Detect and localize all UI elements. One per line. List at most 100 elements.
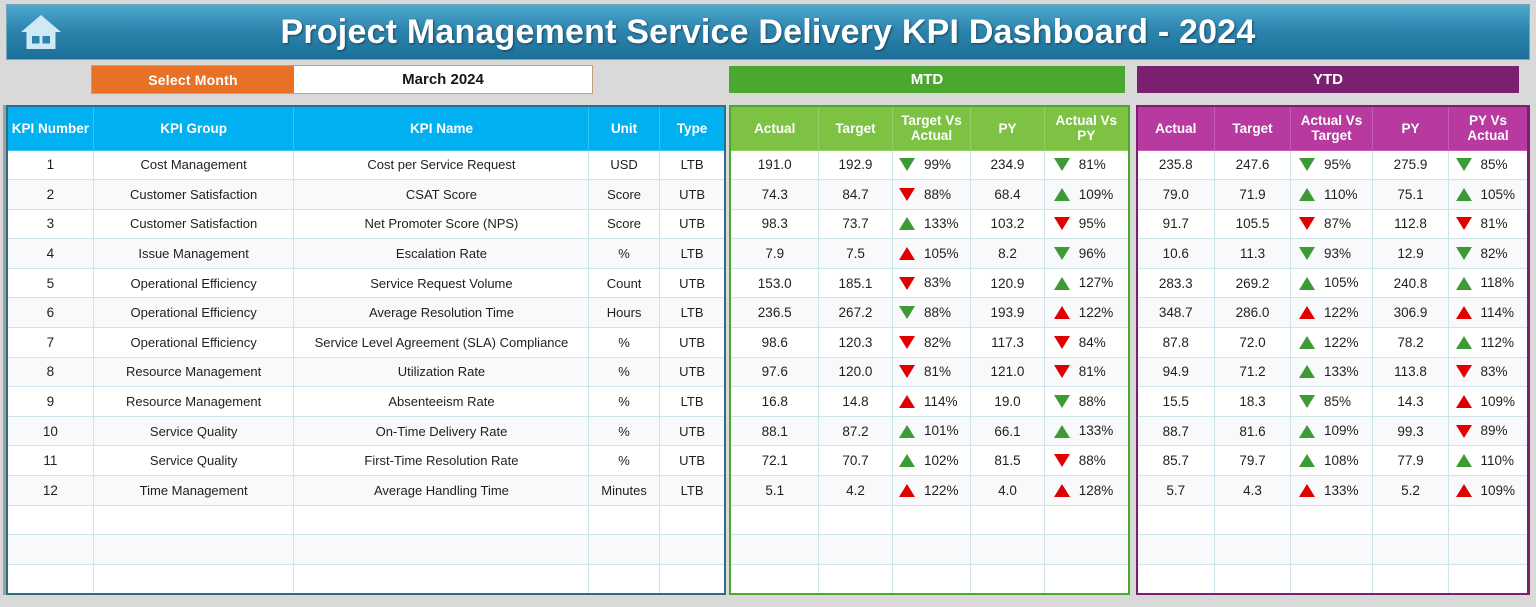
table-row[interactable]: 191.0 192.9 99% 234.9 81% bbox=[729, 149, 1130, 181]
table-row[interactable]: 94.9 71.2 133% 113.8 83% bbox=[1136, 356, 1529, 388]
empty-cell bbox=[729, 534, 819, 565]
table-row[interactable]: 3 Customer Satisfaction Net Promoter Score… bbox=[6, 208, 726, 240]
mtd-col-5[interactable]: Actual Vs PY bbox=[1043, 105, 1130, 151]
mtd-actual: 16.8 bbox=[729, 386, 819, 417]
table-row[interactable]: 72.1 70.7 102% 81.5 88% bbox=[729, 445, 1130, 477]
mtd-target-vs-actual: 114% bbox=[891, 386, 971, 417]
kpi-name: Absenteeism Rate bbox=[293, 386, 590, 417]
empty-cell bbox=[969, 563, 1045, 595]
table-row[interactable]: 2 Customer Satisfaction CSAT Score Score UTB bbox=[6, 179, 726, 210]
percent-value: 133% bbox=[1324, 364, 1359, 380]
table-row[interactable]: 236.5 267.2 88% 193.9 122% bbox=[729, 297, 1130, 329]
ytd-py-vs-actual: 118% bbox=[1448, 267, 1529, 299]
table-row[interactable]: 153.0 185.1 83% 120.9 127% bbox=[729, 267, 1130, 299]
trend-up-icon bbox=[1299, 187, 1315, 201]
ytd-actual: 79.0 bbox=[1136, 179, 1215, 210]
trend-down-icon bbox=[1455, 365, 1472, 379]
table-row[interactable]: 85.7 79.7 108% 77.9 110% bbox=[1136, 445, 1529, 477]
table-row[interactable]: 98.3 73.7 133% 103.2 95% bbox=[729, 208, 1130, 240]
table-row[interactable]: 7.9 7.5 105% 8.2 96% bbox=[729, 238, 1130, 269]
home-icon[interactable] bbox=[17, 10, 65, 54]
table-row[interactable]: 5.1 4.2 122% 4.0 128% bbox=[729, 475, 1130, 506]
table-row[interactable]: 88.1 87.2 101% 66.1 133% bbox=[729, 415, 1130, 447]
table-row[interactable]: 9 Resource Management Absenteeism Rate% LTB bbox=[6, 386, 726, 417]
percent-value: 101% bbox=[923, 423, 959, 439]
ytd-col-3[interactable]: Actual Vs Target bbox=[1290, 105, 1373, 151]
table-row[interactable]: 1 Cost Management Cost per Service Request… bbox=[6, 149, 726, 181]
mtd-col-1[interactable]: Actual bbox=[729, 105, 819, 151]
kpi-name: On-Time Delivery Rate bbox=[293, 415, 590, 447]
trend-up-icon bbox=[1299, 335, 1315, 349]
ytd-col-2[interactable]: Target bbox=[1214, 105, 1291, 151]
table-row[interactable]: 91.7 105.5 87% 112.8 81% bbox=[1136, 208, 1529, 240]
percent-value: 88% bbox=[1078, 452, 1106, 468]
kpi-number: 6 bbox=[6, 297, 94, 329]
ytd-target: 18.3 bbox=[1214, 386, 1291, 417]
table-row[interactable]: 98.6 120.3 82% 117.3 84% bbox=[729, 327, 1130, 358]
mtd-target-vs-actual: 81% bbox=[891, 356, 971, 388]
percent-value: 81% bbox=[1480, 216, 1508, 232]
mtd-col-2[interactable]: Target bbox=[817, 105, 893, 151]
trend-up-icon bbox=[1455, 187, 1472, 201]
mtd-col-4[interactable]: PY bbox=[969, 105, 1045, 151]
trend-down-icon bbox=[898, 365, 915, 379]
kpi-name: Net Promoter Score (NPS) bbox=[293, 208, 590, 240]
percent-value: 88% bbox=[923, 305, 951, 321]
title-bar: Project Management Service Delivery KPI … bbox=[6, 4, 1530, 60]
ytd-col-5[interactable]: PY Vs Actual bbox=[1448, 105, 1529, 151]
kpi-name: Utilization Rate bbox=[293, 356, 590, 388]
mtd-py: 4.0 bbox=[969, 475, 1045, 506]
select-month-control[interactable]: Select Month March 2024 bbox=[92, 66, 592, 93]
empty-cell bbox=[1448, 563, 1529, 595]
ytd-actual-vs-target: 122% bbox=[1290, 297, 1373, 329]
ytd-target: 81.6 bbox=[1214, 415, 1291, 447]
table-row[interactable]: 348.7 286.0 122% 306.9 114% bbox=[1136, 297, 1529, 329]
kpi-col-4[interactable]: Unit bbox=[588, 105, 660, 151]
table-row[interactable]: 12 Time Management Average Handling Time Mi… bbox=[6, 475, 726, 506]
table-row[interactable]: 11 Service Quality First-Time Resolution R… bbox=[6, 445, 726, 477]
kpi-col-5[interactable]: Type bbox=[658, 105, 726, 151]
table-row-empty bbox=[729, 534, 1130, 565]
table-row[interactable]: 5.7 4.3 133% 5.2 109% bbox=[1136, 475, 1529, 506]
kpi-col-1[interactable]: KPI Number bbox=[6, 105, 94, 151]
trend-up-icon bbox=[898, 454, 915, 468]
trend-down-icon bbox=[1455, 158, 1472, 172]
table-row[interactable]: 74.3 84.7 88% 68.4 109% bbox=[729, 179, 1130, 210]
kpi-col-2[interactable]: KPI Group bbox=[92, 105, 295, 151]
ytd-py-vs-actual: 109% bbox=[1448, 386, 1529, 417]
trend-down-icon bbox=[1053, 158, 1070, 172]
table-row[interactable]: 10 Service Quality On-Time Delivery Rate% U… bbox=[6, 415, 726, 447]
table-row[interactable]: 10.6 11.3 93% 12.9 82% bbox=[1136, 238, 1529, 269]
table-row[interactable]: 88.7 81.6 109% 99.3 89% bbox=[1136, 415, 1529, 447]
select-month-value[interactable]: March 2024 bbox=[294, 66, 592, 93]
table-row[interactable]: 283.3 269.2 105% 240.8 118% bbox=[1136, 267, 1529, 299]
table-row[interactable]: 6 Operational Efficiency Average Resolutio… bbox=[6, 297, 726, 329]
table-row[interactable]: 15.5 18.3 85% 14.3 109% bbox=[1136, 386, 1529, 417]
mtd-py: 68.4 bbox=[969, 179, 1045, 210]
mtd-target-vs-actual: 83% bbox=[891, 267, 971, 299]
mtd-target-vs-actual: 122% bbox=[891, 475, 971, 506]
ytd-col-4[interactable]: PY bbox=[1372, 105, 1449, 151]
mtd-target-vs-actual: 99% bbox=[891, 149, 971, 181]
table-row[interactable]: 87.8 72.0 122% 78.2 112% bbox=[1136, 327, 1529, 358]
table-row[interactable]: 16.8 14.8 114% 19.0 88% bbox=[729, 386, 1130, 417]
table-row[interactable]: 8 Resource Management Utilization Rate% UTB bbox=[6, 356, 726, 388]
trend-up-icon bbox=[1455, 454, 1472, 468]
ytd-table: Actual Target Actual Vs Target PY PY Vs Actu… bbox=[1135, 105, 1530, 595]
table-row[interactable]: 235.8 247.6 95% 275.9 85% bbox=[1136, 149, 1529, 181]
mtd-col-3[interactable]: Target Vs Actual bbox=[891, 105, 971, 151]
table-row[interactable]: 79.0 71.9 110% 75.1 105% bbox=[1136, 179, 1529, 210]
table-row[interactable]: 97.6 120.0 81% 121.0 81% bbox=[729, 356, 1130, 388]
table-row[interactable]: 7 Operational Efficiency Service Level Agr… bbox=[6, 327, 726, 358]
percent-value: 105% bbox=[1324, 275, 1359, 291]
table-row[interactable]: 5 Operational Efficiency Service Request V… bbox=[6, 267, 726, 299]
mtd-py: 117.3 bbox=[969, 327, 1045, 358]
table-row[interactable]: 4 Issue Management Escalation Rate% LTB bbox=[6, 238, 726, 269]
percent-value: 85% bbox=[1480, 157, 1508, 173]
ytd-actual-vs-target: 109% bbox=[1290, 415, 1373, 447]
mtd-target: 87.2 bbox=[817, 415, 893, 447]
ytd-col-1[interactable]: Actual bbox=[1136, 105, 1215, 151]
kpi-unit: % bbox=[588, 356, 660, 388]
mtd-target-vs-actual: 88% bbox=[891, 179, 971, 210]
kpi-col-3[interactable]: KPI Name bbox=[293, 105, 590, 151]
